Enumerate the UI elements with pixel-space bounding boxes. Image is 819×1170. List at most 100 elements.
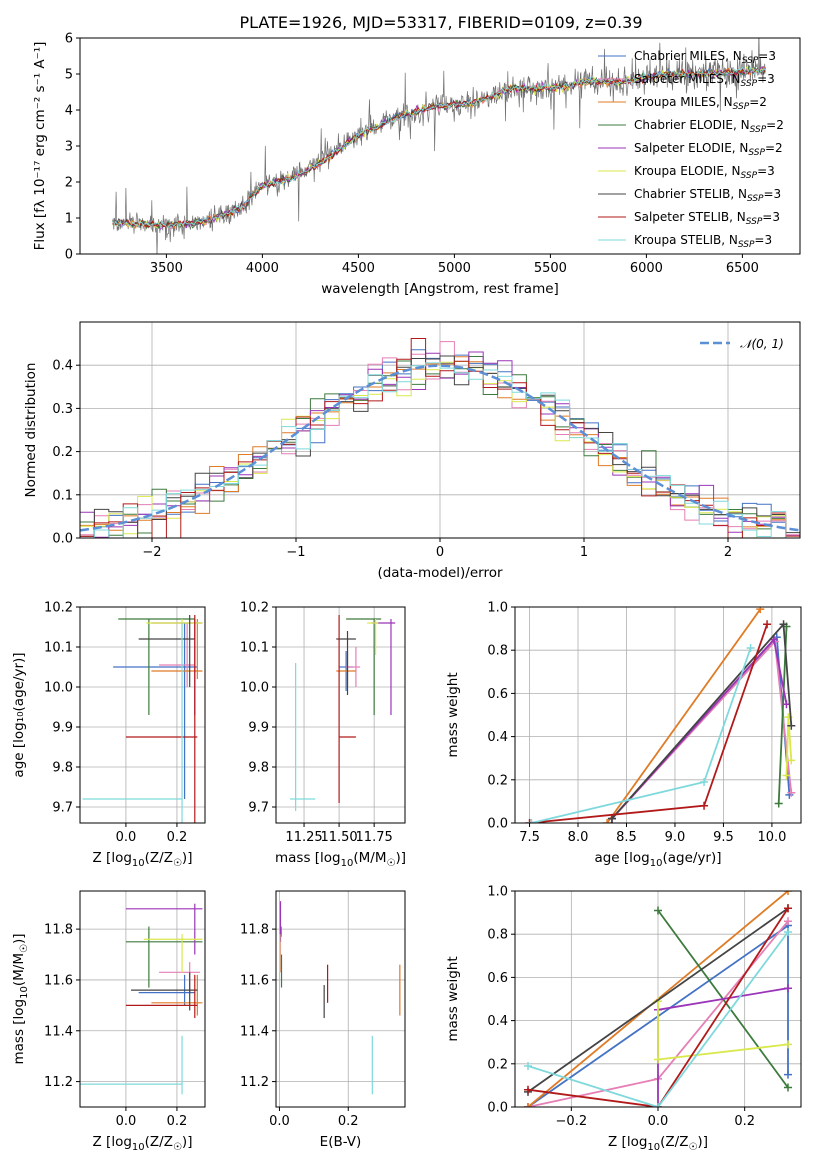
- series-line: [531, 647, 752, 823]
- series-kroupa-stelib: [527, 644, 755, 823]
- legend-entry: Chabrier STELIB, NSSP=3: [634, 187, 781, 204]
- plot-area: [112, 38, 766, 254]
- data-point-chabrier-miles: [113, 623, 198, 799]
- series-marker: [787, 788, 796, 797]
- y-axis-label: Normed distribution: [23, 363, 39, 498]
- plot-area: [80, 903, 203, 1095]
- residual-histogram-chabrier-stelib: [80, 355, 800, 537]
- legend-entry: Salpeter ELODIE, NSSP=2: [634, 141, 783, 158]
- y-tick-label: 0.6: [487, 687, 508, 702]
- y-tick-label: 1.0: [487, 601, 508, 616]
- series-marker: [524, 1061, 532, 1070]
- legend-entry: Salpeter MILES, NSSP=3: [634, 72, 775, 89]
- y-tick-label: 0: [65, 248, 73, 263]
- x-tick-label: 5500: [534, 261, 567, 276]
- axes-frame: [79, 37, 801, 255]
- x-tick-label: 9.5: [713, 830, 734, 845]
- series-marker: [784, 1040, 792, 1049]
- x-axis-label: Z [log10(Z/Z☉)]: [93, 850, 193, 869]
- series-marker: [763, 620, 772, 629]
- y-tick-label: 9.8: [248, 761, 269, 776]
- y-tick-label: 0.1: [52, 488, 73, 503]
- x-axis-label: Z [log10(Z/Z☉)]: [93, 1134, 193, 1153]
- y-tick-label: 11.8: [240, 923, 269, 938]
- y-axis-label: Flux [fλ 10⁻¹⁷ erg cm⁻² s⁻¹ A⁻¹]: [32, 42, 48, 251]
- series-marker: [784, 891, 792, 895]
- series-marker: [756, 607, 765, 614]
- y-tick-label: 0.2: [52, 445, 73, 460]
- y-tick-label: 3: [65, 140, 73, 155]
- grid-lines: [80, 891, 205, 1107]
- legend-entry: Salpeter STELIB, NSSP=3: [634, 210, 780, 227]
- y-tick-label: 10.0: [44, 681, 73, 696]
- series-marker: [784, 1083, 792, 1092]
- series-marker: [700, 777, 709, 786]
- plot-area: [524, 891, 792, 1107]
- series-marker: [779, 620, 788, 629]
- mass-vs-extinction-panel: 0.0 0.2 11.2 11.4 11.6 11.8 E(B-V): [240, 890, 406, 1150]
- plot-area: [80, 338, 800, 538]
- y-tick-label: 6: [65, 32, 73, 47]
- data-point-chabrier-stelib: [131, 972, 198, 1011]
- x-tick-label: 8.0: [568, 830, 589, 845]
- x-tick-label: 0.0: [116, 1114, 137, 1129]
- y-axis-label: mass [log10(M/M☉)]: [11, 933, 30, 1064]
- y-tick-label: 11.2: [44, 1075, 73, 1090]
- y-tick-label: 9.8: [52, 761, 73, 776]
- data-point-kroupa-stelib: [82, 623, 183, 823]
- x-tick-label: 4500: [342, 261, 375, 276]
- x-tick-label: 0.0: [116, 830, 137, 845]
- data-point-kroupa-miles: [151, 974, 203, 1016]
- series-marker: [784, 904, 792, 913]
- normal-curve: [80, 364, 800, 532]
- data-point-kroupa-elodie: [367, 619, 379, 655]
- plot-area: [290, 615, 396, 811]
- series-line: [527, 931, 789, 1107]
- y-tick-label: 9.7: [52, 801, 73, 816]
- data-point-salpeter-stelib: [125, 974, 198, 1019]
- series-kroupa-miles: [603, 607, 765, 823]
- series-marker: [524, 1103, 532, 1107]
- axes-frame: [275, 890, 406, 1108]
- y-tick-label: 1: [65, 212, 73, 227]
- series-marker: [603, 819, 612, 823]
- x-tick-label: 0.2: [167, 1114, 188, 1129]
- age-vs-metallicity-panel: 0.0 0.2 9.7 9.8 9.9 10.0 10.1 10.2 Z [log10(Z/Z☉…: [11, 601, 206, 869]
- x-tick-label: 10.0: [757, 830, 786, 845]
- x-axis-label: Z [log10(Z/Z☉)]: [608, 1134, 708, 1153]
- legend-entry: Chabrier ELODIE, NSSP=2: [634, 118, 784, 135]
- y-tick-label: 10.2: [240, 601, 269, 616]
- data-point-salpeter-miles: [346, 647, 361, 687]
- series-marker: [654, 906, 662, 915]
- x-axis-label: E(B-V): [320, 1134, 362, 1150]
- x-axis-label: wavelength [Angstrom, rest frame]: [321, 281, 559, 297]
- x-tick-label: −1: [286, 545, 305, 560]
- spectrum-panel: 3500 4000 4500 5000 5500 6000 6500 0 1 2 3 4 5 6 wavel…: [32, 32, 801, 297]
- y-tick-label: 1.0: [487, 885, 508, 900]
- series-marker: [784, 984, 792, 993]
- y-tick-label: 0.2: [487, 773, 508, 788]
- axes-frame: [79, 321, 801, 539]
- data-point-salpeter-miles: [159, 623, 195, 687]
- y-tick-label: 2: [65, 176, 73, 191]
- y-tick-label: 0.8: [487, 928, 508, 943]
- mass-weight-vs-metallicity-panel: −0.2 0.0 0.2 0.0 0.2 0.4 0.6 0.8 1.0 Z [log10(Z/Z…: [445, 885, 802, 1153]
- data-point-salpeter-elodie: [125, 903, 203, 955]
- series-marker: [787, 756, 796, 765]
- data-point-salpeter-miles: [159, 962, 200, 993]
- x-tick-label: 0.2: [734, 1114, 755, 1129]
- data-point-chabrier-elodie: [125, 926, 203, 988]
- data-point-kroupa-stelib: [290, 663, 316, 811]
- series-kroupa-stelib: [524, 928, 792, 1107]
- x-tick-label: 6000: [630, 261, 663, 276]
- y-tick-label: 10.0: [240, 681, 269, 696]
- series-line: [527, 907, 789, 1093]
- y-tick-label: 0.2: [487, 1057, 508, 1072]
- x-tick-label: 5000: [438, 261, 471, 276]
- series-salpeter-stelib: [524, 904, 792, 1107]
- x-tick-label: 0: [436, 545, 444, 560]
- legend-entry: 𝒩(0, 1): [740, 337, 784, 351]
- data-point-kroupa-elodie: [143, 934, 203, 973]
- data-point-kroupa-elodie: [146, 619, 203, 655]
